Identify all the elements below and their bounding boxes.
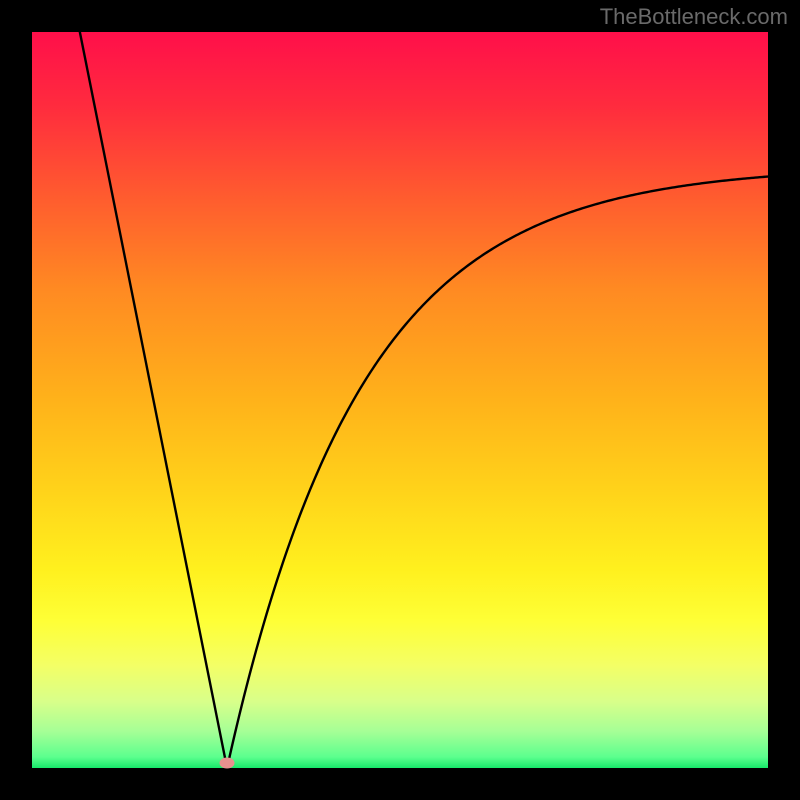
watermark-text: TheBottleneck.com: [600, 4, 788, 30]
curve-path: [80, 32, 768, 768]
chart-container: TheBottleneck.com: [0, 0, 800, 800]
plot-area: [32, 32, 768, 768]
dip-marker-icon: [220, 758, 235, 769]
bottleneck-curve: [32, 32, 768, 768]
